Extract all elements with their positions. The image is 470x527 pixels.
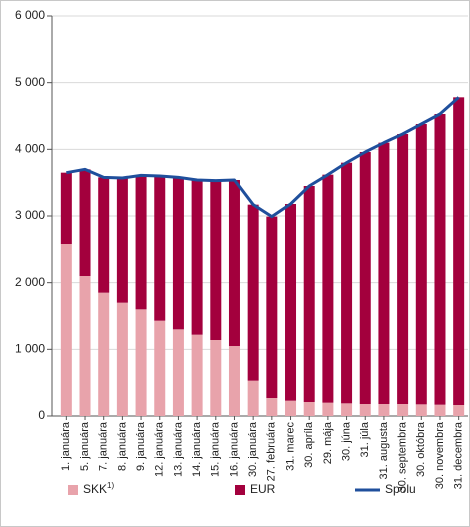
- bar-segment: [116, 302, 128, 416]
- x-tick-label: 30. novembra: [434, 421, 446, 489]
- bar-segment: [154, 176, 166, 321]
- x-tick-label: 16. januára: [228, 421, 240, 477]
- bar-segment: [191, 180, 203, 335]
- bar-segment: [191, 334, 203, 416]
- y-tick-label: 1 000: [15, 342, 45, 356]
- bar-segment: [98, 292, 110, 416]
- bar-segment: [135, 309, 147, 416]
- y-tick-label: 2 000: [15, 275, 45, 289]
- bar-segment: [378, 404, 390, 416]
- bar-segment: [322, 402, 334, 416]
- bar-segment: [172, 177, 184, 330]
- bar-segment: [285, 400, 297, 416]
- bar-segment: [341, 403, 353, 416]
- bar-segment: [303, 186, 315, 402]
- bar-segment: [303, 402, 315, 416]
- bar-segment: [266, 398, 278, 416]
- x-tick-label: 30. januára: [247, 421, 259, 477]
- y-tick-label: 6 000: [15, 8, 45, 22]
- bar-segment: [135, 175, 147, 310]
- x-tick-label: 13. januára: [172, 421, 184, 477]
- x-tick-label: 14. januára: [191, 421, 203, 477]
- x-tick-label: 31. augusta: [378, 421, 390, 479]
- x-tick-label: 8. januára: [116, 421, 128, 471]
- bar-segment: [341, 162, 353, 404]
- bar-segment: [359, 152, 371, 404]
- x-tick-label: 30. júna: [340, 421, 352, 461]
- bar-segment: [285, 204, 297, 401]
- y-tick-label: 3 000: [15, 208, 45, 222]
- x-tick-label: 31. decembra: [453, 421, 465, 489]
- bar-segment: [415, 124, 427, 405]
- bar-segment: [210, 180, 222, 340]
- bar-segment: [79, 169, 91, 276]
- bar-segment: [154, 320, 166, 416]
- bar-segment: [79, 276, 91, 416]
- bar-segment: [434, 114, 446, 405]
- bar-segment: [60, 172, 72, 244]
- bar-segment: [228, 346, 240, 416]
- x-tick-label: 12. januára: [154, 421, 166, 477]
- y-tick-label: 4 000: [15, 142, 45, 156]
- legend-label: SKK1): [83, 481, 114, 496]
- x-tick-label: 5. januára: [79, 421, 91, 471]
- bar-segment: [453, 97, 465, 405]
- bar-segment: [116, 178, 128, 303]
- x-tick-label: 30. septembra: [397, 421, 409, 492]
- bar-segment: [247, 380, 259, 416]
- bar-segment: [98, 177, 110, 293]
- x-tick-label: 31. marec: [284, 422, 296, 471]
- legend-swatch: [68, 485, 78, 495]
- x-tick-label: 15. januára: [210, 421, 222, 477]
- bar-segment: [453, 405, 465, 416]
- x-tick-label: 9. januára: [135, 421, 147, 471]
- y-tick-label: 0: [38, 408, 45, 422]
- legend-superscript: 1): [107, 481, 114, 490]
- legend-swatch: [235, 485, 245, 495]
- x-tick-label: 30. apríla: [303, 421, 315, 468]
- bar-segment: [210, 340, 222, 416]
- line-series: [66, 96, 460, 219]
- legend-label: Spolu: [385, 482, 416, 496]
- legend-label: EUR: [250, 482, 276, 496]
- legend-name: SKK: [83, 482, 107, 496]
- x-tick-label: 30. októbra: [415, 421, 427, 477]
- bar-segment: [60, 244, 72, 416]
- x-tick-label: 29. mája: [322, 421, 334, 464]
- bar-segment: [397, 134, 409, 404]
- legend-name: EUR: [250, 482, 276, 496]
- bar-segment: [434, 404, 446, 416]
- bar-segment: [359, 404, 371, 416]
- bar-segment: [322, 174, 334, 403]
- x-tick-label: 7. januára: [98, 421, 110, 471]
- x-tick-label: 1. januára: [60, 421, 72, 471]
- y-tick-label: 5 000: [15, 75, 45, 89]
- bar-segment: [172, 329, 184, 416]
- legend-name: Spolu: [385, 482, 416, 496]
- bar-segment: [247, 204, 259, 381]
- x-tick-label: 31. júla: [359, 421, 371, 457]
- bar-segment: [397, 404, 409, 416]
- bar-segment: [415, 404, 427, 416]
- bar-segment: [228, 180, 240, 346]
- bar-segment: [266, 216, 278, 398]
- x-tick-label: 27. februára: [266, 421, 278, 481]
- bar-segment: [378, 142, 390, 404]
